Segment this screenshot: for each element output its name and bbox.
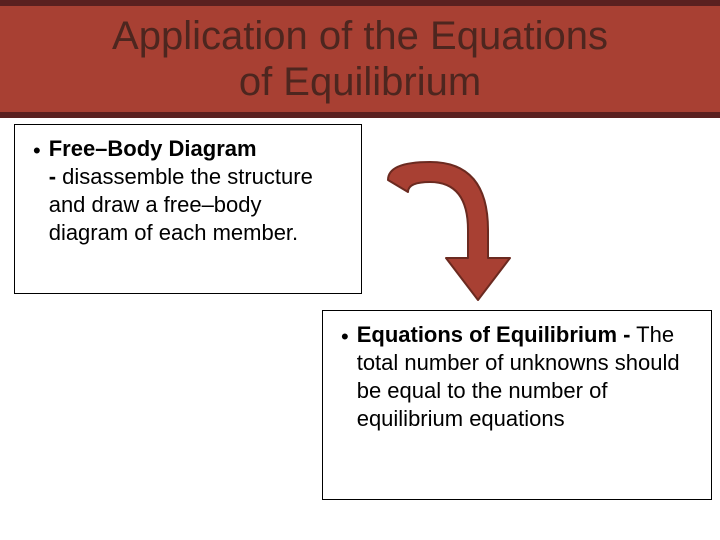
slide-title: Application of the Equations of Equilibr… [112,13,608,105]
box-equations-equilibrium: • Equations of Equilibrium - The total n… [322,310,712,500]
title-line-1: Application of the Equations [112,14,608,58]
box1-text: Free–Body Diagram - disassemble the stru… [49,135,347,247]
title-banner: Application of the Equations of Equilibr… [0,0,720,118]
bullet-item-2: • Equations of Equilibrium - The total n… [341,321,697,433]
bullet-dot: • [341,321,349,351]
box1-hyphen: - [49,164,56,189]
box2-text: Equations of Equilibrium - The total num… [357,321,697,433]
box1-bold: Free–Body Diagram [49,136,257,161]
title-line-2: of Equilibrium [239,60,481,104]
box2-bold: Equations of Equilibrium - [357,322,631,347]
bullet-item-1: • Free–Body Diagram - disassemble the st… [33,135,347,247]
curved-arrow-icon [370,150,530,310]
box-free-body-diagram: • Free–Body Diagram - disassemble the st… [14,124,362,294]
bullet-dot: • [33,135,41,165]
box1-rest: disassemble the structure and draw a fre… [49,164,313,245]
